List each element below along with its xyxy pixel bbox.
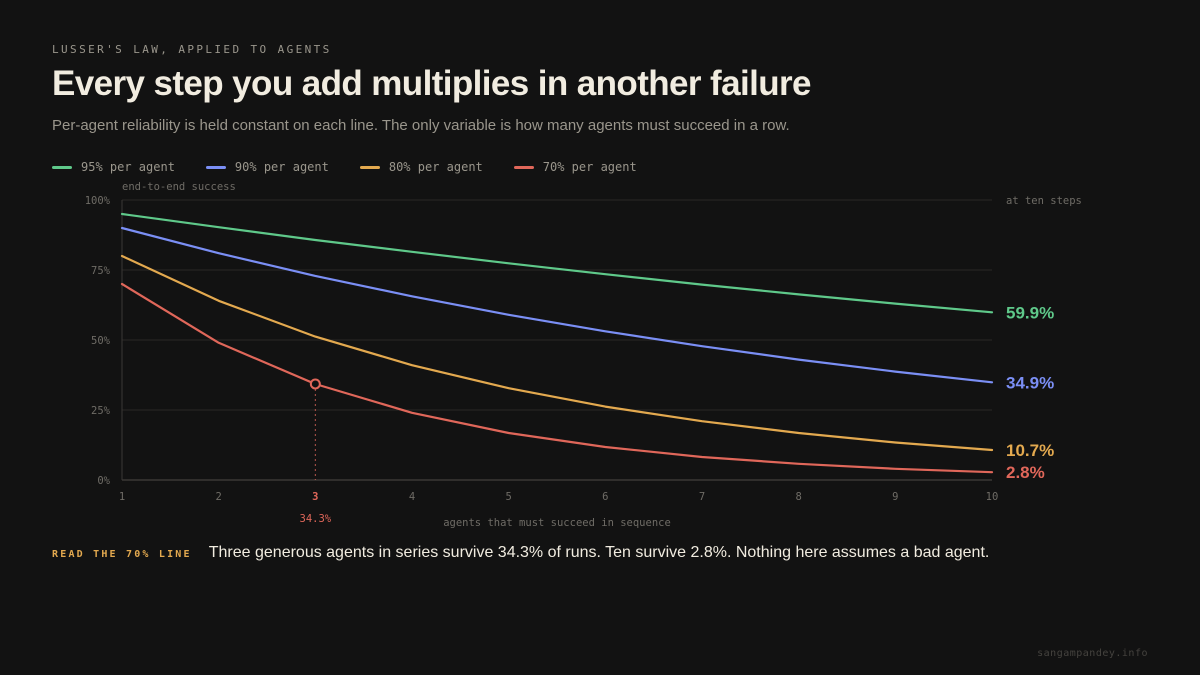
legend-label-80: 80% per agent [388, 160, 483, 174]
y-tick-label: 75% [91, 265, 111, 277]
callout-text: Three generous agents in series survive … [208, 544, 990, 561]
page-title: Every step you add multiplies in another… [52, 64, 811, 103]
credit: sangampandey.info [1037, 648, 1148, 659]
end-label-heading: at ten steps [1006, 195, 1082, 207]
end-label-2: 10.7% [1006, 441, 1054, 460]
x-tick-label: 1 [119, 491, 125, 503]
chart-legend: 95% per agent 90% per agent 80% per agen… [52, 160, 637, 174]
x-tick-label: 2 [216, 491, 222, 503]
series-line-3 [120, 282, 994, 474]
callout: READ THE 70% LINE Three generous agents … [52, 544, 989, 562]
legend-swatch-95 [52, 165, 72, 169]
y-axis-label: end-to-end success [122, 181, 236, 193]
legend-item-90: 90% per agent [205, 160, 329, 174]
legend-label-90: 90% per agent [234, 160, 329, 174]
y-tick-label: 50% [91, 335, 111, 347]
x-tick-label: 8 [796, 491, 802, 503]
line-chart: 0% 25% 50% 75% 100% end-to-end success 1 2 3 4 5 6 7… [85, 181, 1082, 529]
y-tick-label: 100% [85, 195, 111, 207]
series-line-0 [120, 212, 994, 314]
end-label-0: 59.9% [1006, 303, 1054, 322]
page-subtitle: Per-agent reliability is held constant o… [52, 117, 790, 134]
legend-item-95: 95% per agent [52, 160, 175, 174]
x-tick-label: 5 [506, 491, 512, 503]
x-tick-label: 9 [892, 491, 898, 503]
y-tick-label: 0% [97, 475, 110, 487]
legend-item-80: 80% per agent [359, 160, 483, 174]
legend-swatch-80 [359, 165, 380, 169]
x-tick-label: 10 [986, 491, 999, 503]
x-tick-label: 4 [409, 491, 415, 503]
legend-swatch-70 [513, 165, 534, 169]
x-axis-label: agents that must succeed in sequence [443, 517, 671, 529]
x-tick-label: 6 [602, 491, 608, 503]
highlight-point [309, 378, 321, 390]
legend-swatch-90 [205, 165, 226, 169]
series-line-2 [120, 254, 994, 452]
highlight-label: 34.3% [300, 513, 332, 525]
legend-label-95: 95% per agent [81, 160, 175, 174]
end-label-1: 34.9% [1006, 373, 1054, 392]
callout-label: READ THE 70% LINE [52, 549, 192, 560]
x-tick-label: 7 [699, 491, 705, 503]
end-label-3: 2.8% [1006, 463, 1045, 482]
legend-label-70: 70% per agent [542, 160, 637, 174]
kicker: LUSSER'S LAW, APPLIED TO AGENTS [52, 43, 332, 56]
series-line-1 [120, 226, 994, 384]
x-tick-label: 3 [312, 491, 318, 503]
legend-item-70: 70% per agent [513, 160, 637, 174]
y-tick-label: 25% [91, 405, 111, 417]
